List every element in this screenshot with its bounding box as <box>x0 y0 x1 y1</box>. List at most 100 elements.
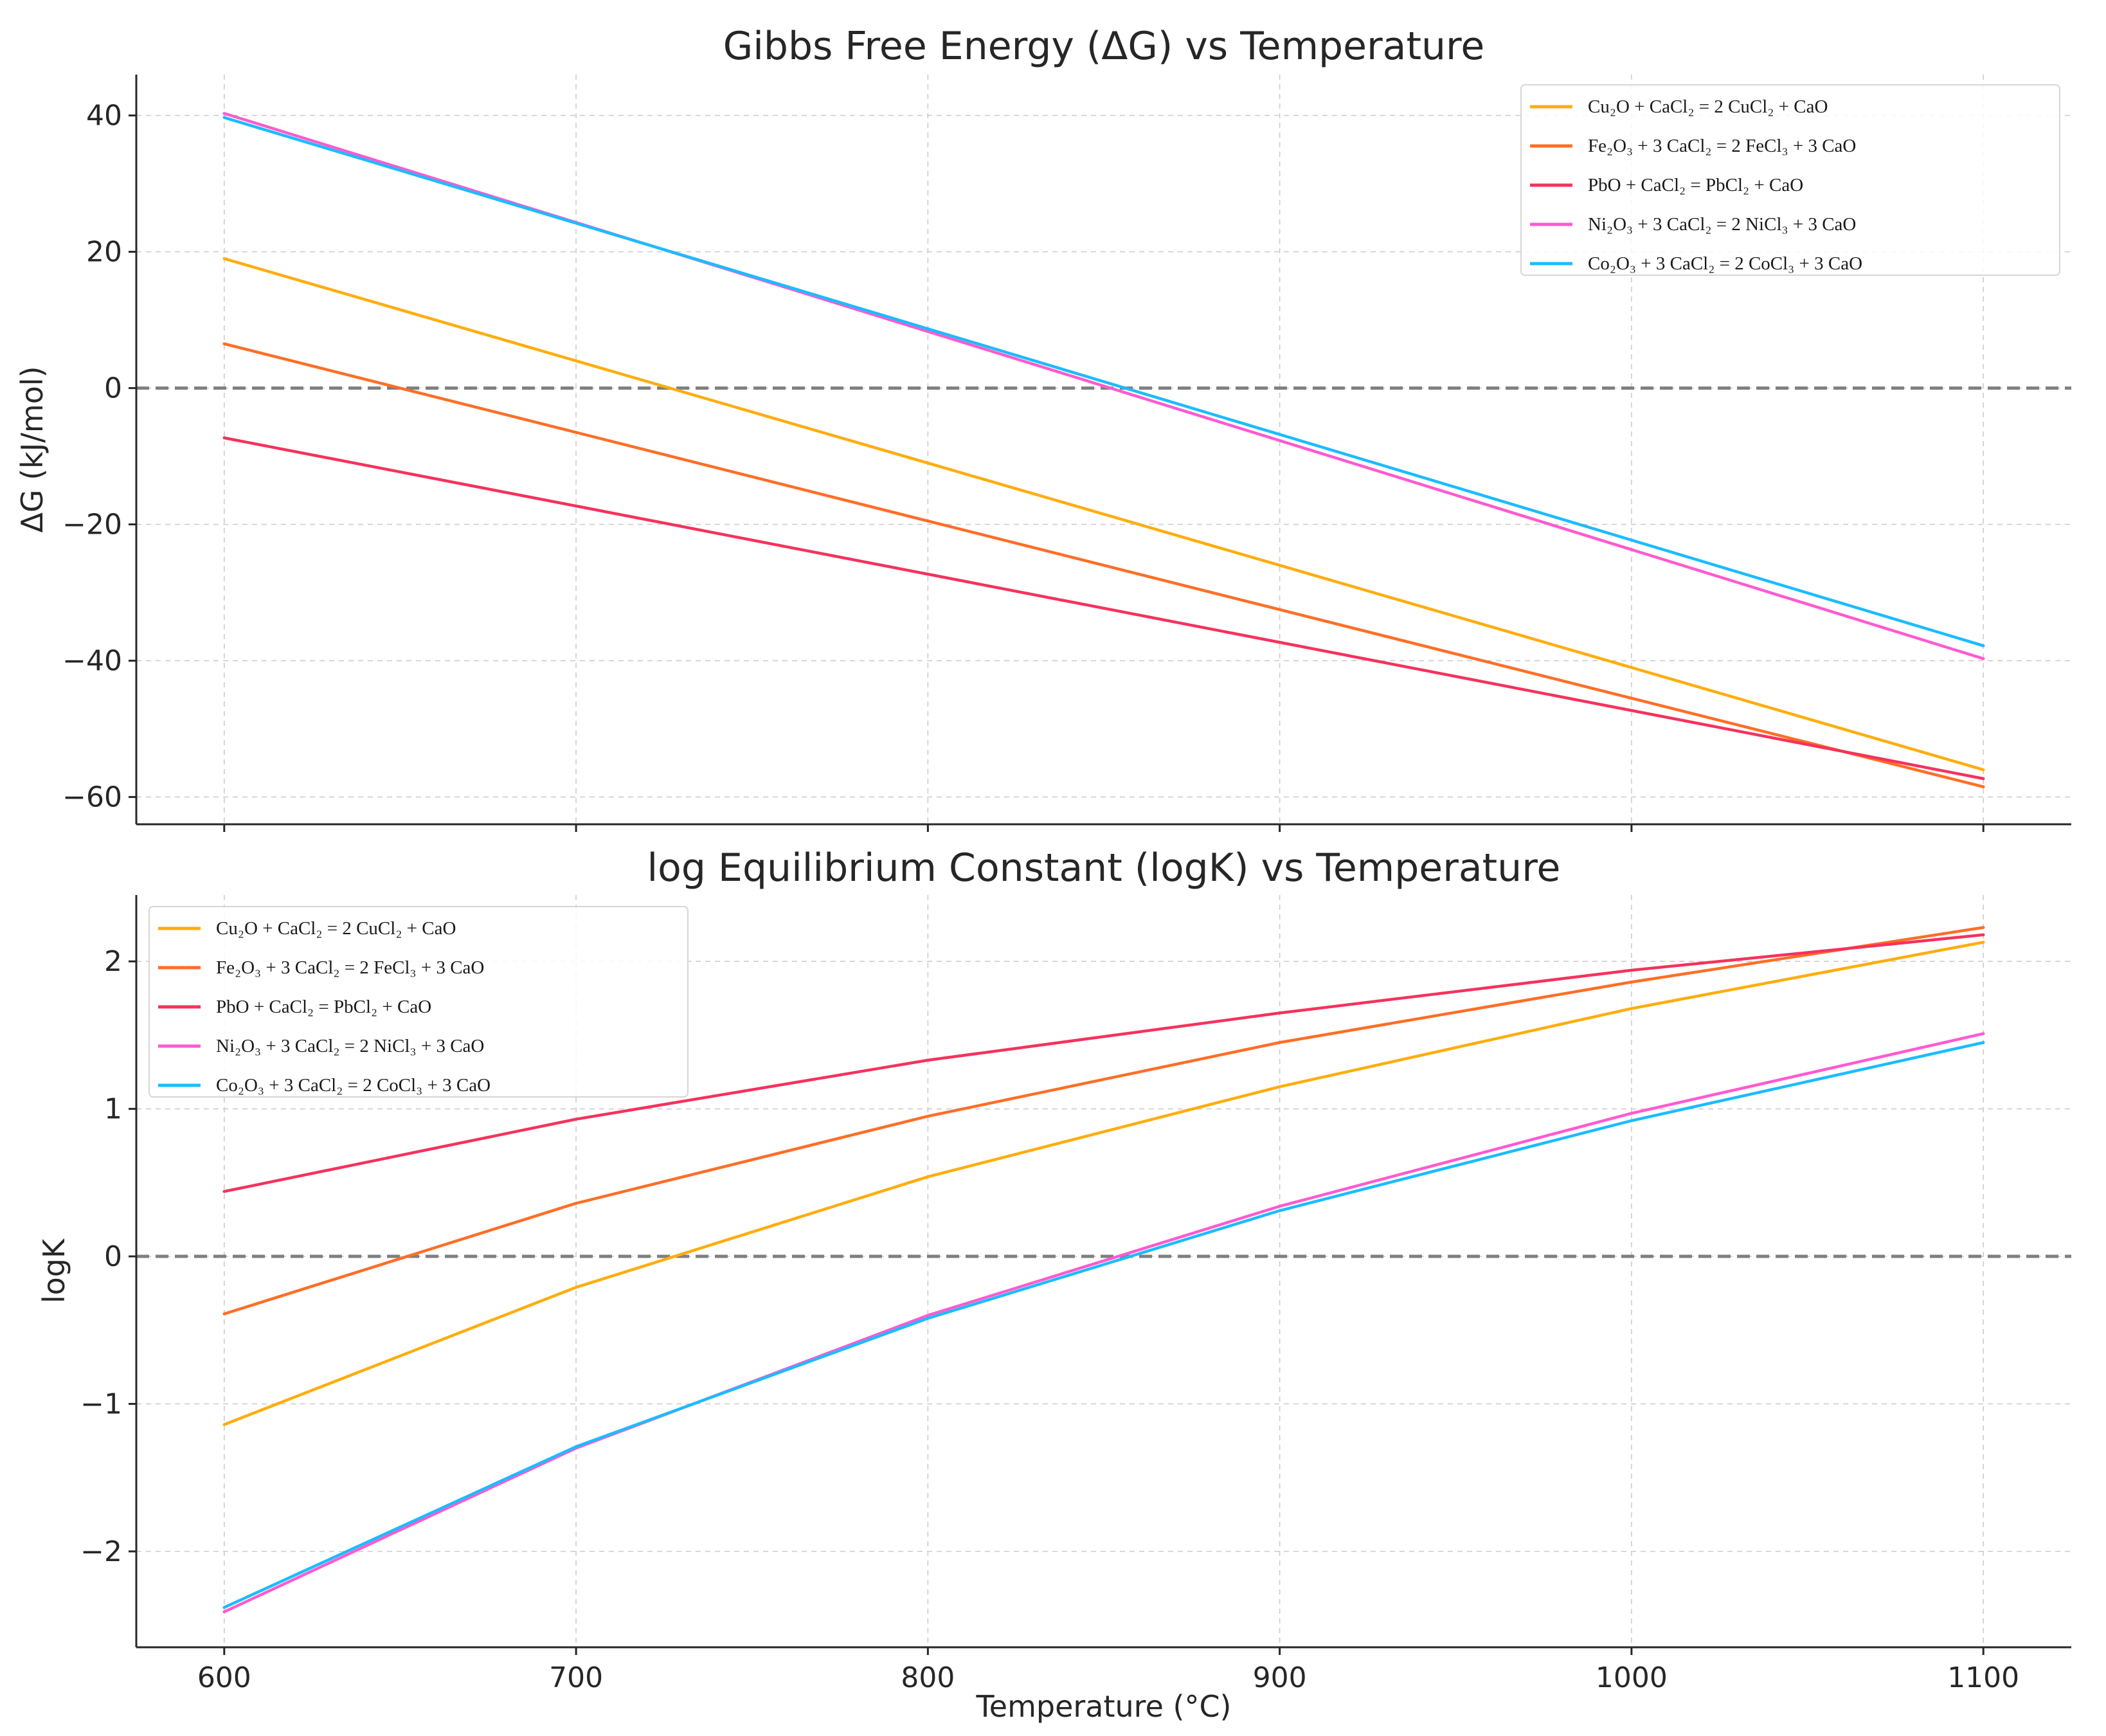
y-axis-label: ΔG (kJ/mol) <box>15 366 50 532</box>
legend-entry-1: Cu₂O + CaCl₂ = 2 CuCl₂ + CaO <box>216 918 456 939</box>
data-point <box>1278 439 1281 442</box>
legend-entry-3: PbO + CaCl₂ = PbCl₂ + CaO <box>216 997 431 1017</box>
y-tick-label: 40 <box>86 100 122 132</box>
x-tick-label: 900 <box>1253 1661 1307 1694</box>
legend: Cu₂O + CaCl₂ = 2 CuCl₂ + CaO Fe₂O₃ + 3 Ca… <box>148 906 688 1098</box>
data-point <box>1981 926 1985 929</box>
y-tick-label: −40 <box>62 645 122 678</box>
data-point <box>1981 941 1985 944</box>
y-tick-label: 20 <box>86 236 122 269</box>
data-point <box>222 342 226 345</box>
data-point <box>222 1610 226 1614</box>
y-tick-label: −1 <box>80 1388 122 1420</box>
data-point <box>222 257 226 260</box>
data-point <box>1981 933 1985 937</box>
data-point <box>926 520 930 523</box>
data-point <box>926 572 930 576</box>
x-axis-label: Temperature (°C) <box>975 1689 1231 1724</box>
data-point <box>222 1605 226 1609</box>
legend-entry-2: Fe₂O₃ + 3 CaCl₂ = 2 FeCl₃ + 3 CaO <box>216 957 484 978</box>
y-tick-label: −2 <box>80 1535 122 1568</box>
y-tick-label: 2 <box>104 945 122 978</box>
data-point <box>1630 968 1634 972</box>
data-point <box>926 330 930 333</box>
x-tick-label: 800 <box>901 1661 955 1694</box>
y-tick-label: −60 <box>62 781 122 814</box>
data-point <box>574 359 578 363</box>
data-point <box>1278 640 1281 644</box>
data-point <box>926 1058 930 1062</box>
legend-entry-5: Co₂O₃ + 3 CaCl₂ = 2 CoCl₃ + 3 CaO <box>216 1075 491 1096</box>
data-point <box>1630 1119 1634 1123</box>
series-line-2 <box>222 926 1985 1316</box>
data-point <box>926 327 930 330</box>
x-tick-label: 1100 <box>1947 1661 2019 1694</box>
data-point <box>1981 644 1985 647</box>
series-line-1 <box>222 941 1985 1426</box>
legend-frame <box>1520 84 2060 276</box>
data-point <box>1278 433 1281 436</box>
data-point <box>1630 1112 1634 1115</box>
legend: Cu₂O + CaCl₂ = 2 CuCl₂ + CaO Fe₂O₃ + 3 Ca… <box>1520 84 2060 276</box>
data-point <box>574 1117 578 1121</box>
legend-entry-5: Co₂O₃ + 3 CaCl₂ = 2 CoCl₃ + 3 CaO <box>1588 253 1862 274</box>
series-line-2 <box>222 342 1985 788</box>
data-point <box>926 1317 930 1320</box>
data-point <box>574 504 578 508</box>
data-point <box>1981 777 1985 781</box>
data-point <box>574 1202 578 1205</box>
chart-title: Gibbs Free Energy (ΔG) vs Temperature <box>723 24 1485 69</box>
data-point <box>574 431 578 434</box>
data-point <box>1981 1032 1985 1035</box>
data-point <box>574 1445 578 1449</box>
data-point <box>926 462 930 465</box>
data-point <box>1630 696 1634 700</box>
data-point <box>1278 564 1281 567</box>
chart-title: log Equilibrium Constant (logK) vs Tempe… <box>647 845 1561 891</box>
data-point <box>1278 608 1281 611</box>
data-point <box>1981 785 1985 788</box>
data-point <box>1630 709 1634 712</box>
data-point <box>1278 1209 1281 1213</box>
y-tick-label: 0 <box>104 1240 122 1273</box>
data-point <box>1278 1085 1281 1089</box>
series-line-1 <box>222 257 1985 772</box>
gibbs-energy-chart: 40 20 0 −20 −40 −60 Gibbs Free Energy (ΔG) vs … <box>15 24 2071 832</box>
data-point <box>1981 1041 1985 1044</box>
y-axis-label: logK <box>37 1238 71 1303</box>
data-point <box>574 221 578 225</box>
data-point <box>574 1286 578 1289</box>
data-point <box>222 436 226 440</box>
series-line-3 <box>222 436 1985 781</box>
data-point <box>222 116 226 119</box>
data-point <box>222 112 226 115</box>
series-line-3 <box>222 933 1985 1193</box>
x-tick-label: 1000 <box>1596 1661 1668 1694</box>
data-point <box>1981 657 1985 660</box>
legend-entry-3: PbO + CaCl₂ = PbCl₂ + CaO <box>1588 175 1803 195</box>
series-line-4 <box>222 1032 1985 1614</box>
data-point <box>222 1423 226 1426</box>
y-tick-label: 1 <box>104 1093 122 1126</box>
data-point <box>222 1312 226 1316</box>
data-point <box>1981 768 1985 772</box>
data-point <box>1278 1011 1281 1015</box>
x-tick-label: 700 <box>549 1661 603 1694</box>
data-point <box>222 1189 226 1193</box>
y-tick-label: −20 <box>62 509 122 541</box>
data-point <box>1630 981 1634 984</box>
data-point <box>1630 538 1634 542</box>
data-point <box>1278 1041 1281 1044</box>
data-point <box>1630 1007 1634 1010</box>
data-point <box>926 1314 930 1317</box>
legend-entry-2: Fe₂O₃ + 3 CaCl₂ = 2 FeCl₃ + 3 CaO <box>1588 136 1856 156</box>
legend-entry-4: Ni₂O₃ + 3 CaCl₂ = 2 NiCl₃ + 3 CaO <box>1588 214 1856 235</box>
data-point <box>1630 548 1634 552</box>
legend-entry-1: Cu₂O + CaCl₂ = 2 CuCl₂ + CaO <box>1588 96 1828 117</box>
legend-entry-4: Ni₂O₃ + 3 CaCl₂ = 2 NiCl₃ + 3 CaO <box>216 1036 484 1056</box>
data-point <box>926 1175 930 1179</box>
data-point <box>1278 1204 1281 1208</box>
logk-chart: 2 1 0 −1 −2 600 700 800 900 1000 1100 log Equilibri… <box>37 845 2071 1724</box>
